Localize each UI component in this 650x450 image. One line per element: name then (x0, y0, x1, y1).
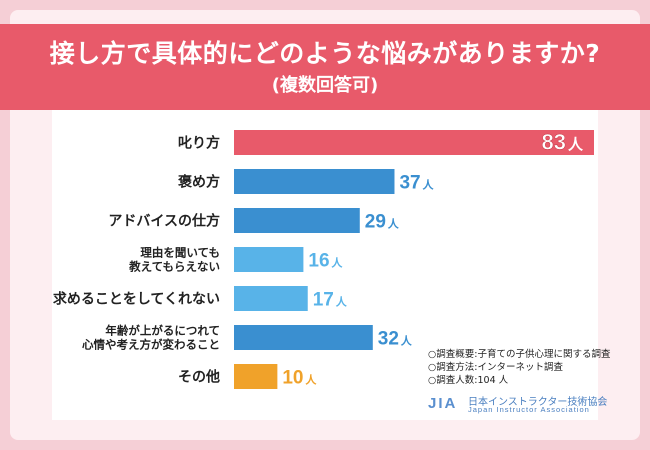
survey-note-count: ○調査人数:104 人 (428, 375, 509, 386)
survey-notes: ○調査概要:子育ての子供心理に関する調査 ○調査方法:インターネット調査 ○調査… (428, 348, 628, 387)
unit-label: 人 (336, 295, 348, 309)
jia-logo: JIA 日本インストラクター技術協会 Japan Instructor Asso… (428, 393, 638, 415)
value-label: 16 (308, 251, 329, 272)
survey-note-method: ○調査方法:インターネット調査 (428, 362, 563, 373)
title-banner: 接し方で具体的にどのような悩みがありますか? (複数回答可) (0, 24, 650, 110)
category-label: 求めることをしてくれない (53, 291, 220, 308)
category-label: その他 (178, 369, 220, 386)
unit-label: 人 (388, 217, 400, 231)
chart-subtitle: (複数回答可) (271, 75, 379, 96)
bar (234, 286, 308, 311)
chart-title: 接し方で具体的にどのような悩みがありますか? (49, 39, 601, 68)
bar (234, 130, 594, 155)
unit-label: 人 (568, 136, 584, 154)
bar (234, 169, 395, 194)
unit-label: 人 (331, 256, 343, 270)
value-label: 32 (378, 329, 399, 350)
category-label: 理由を聞いても (140, 246, 220, 260)
unit-label: 人 (305, 373, 317, 387)
category-label: 年齢が上がるにつれて (105, 324, 220, 338)
category-label: アドバイスの仕方 (108, 213, 220, 230)
survey-note-overview: ○調査概要:子育ての子供心理に関する調査 (428, 349, 611, 360)
bar (234, 208, 360, 233)
logo-name-jp: 日本インストラクター技術協会 (468, 397, 608, 408)
bar (234, 364, 278, 389)
logo-name-en: Japan Instructor Association (468, 405, 590, 414)
value-label: 37 (399, 173, 420, 194)
chart-panel (52, 110, 598, 420)
bar (234, 247, 304, 272)
category-label: 心情や考え方が変わること (82, 338, 220, 352)
category-label: 叱り方 (178, 135, 220, 152)
unit-label: 人 (401, 334, 413, 348)
value-label: 17 (313, 290, 334, 311)
logo-mark: JIA (428, 395, 458, 412)
value-label: 83 (542, 130, 566, 155)
value-label: 10 (282, 368, 303, 389)
category-label: 褒め方 (177, 174, 220, 191)
category-label: 教えてもらえない (128, 260, 220, 274)
unit-label: 人 (422, 178, 434, 192)
bar (234, 325, 373, 350)
value-label: 29 (365, 212, 386, 233)
